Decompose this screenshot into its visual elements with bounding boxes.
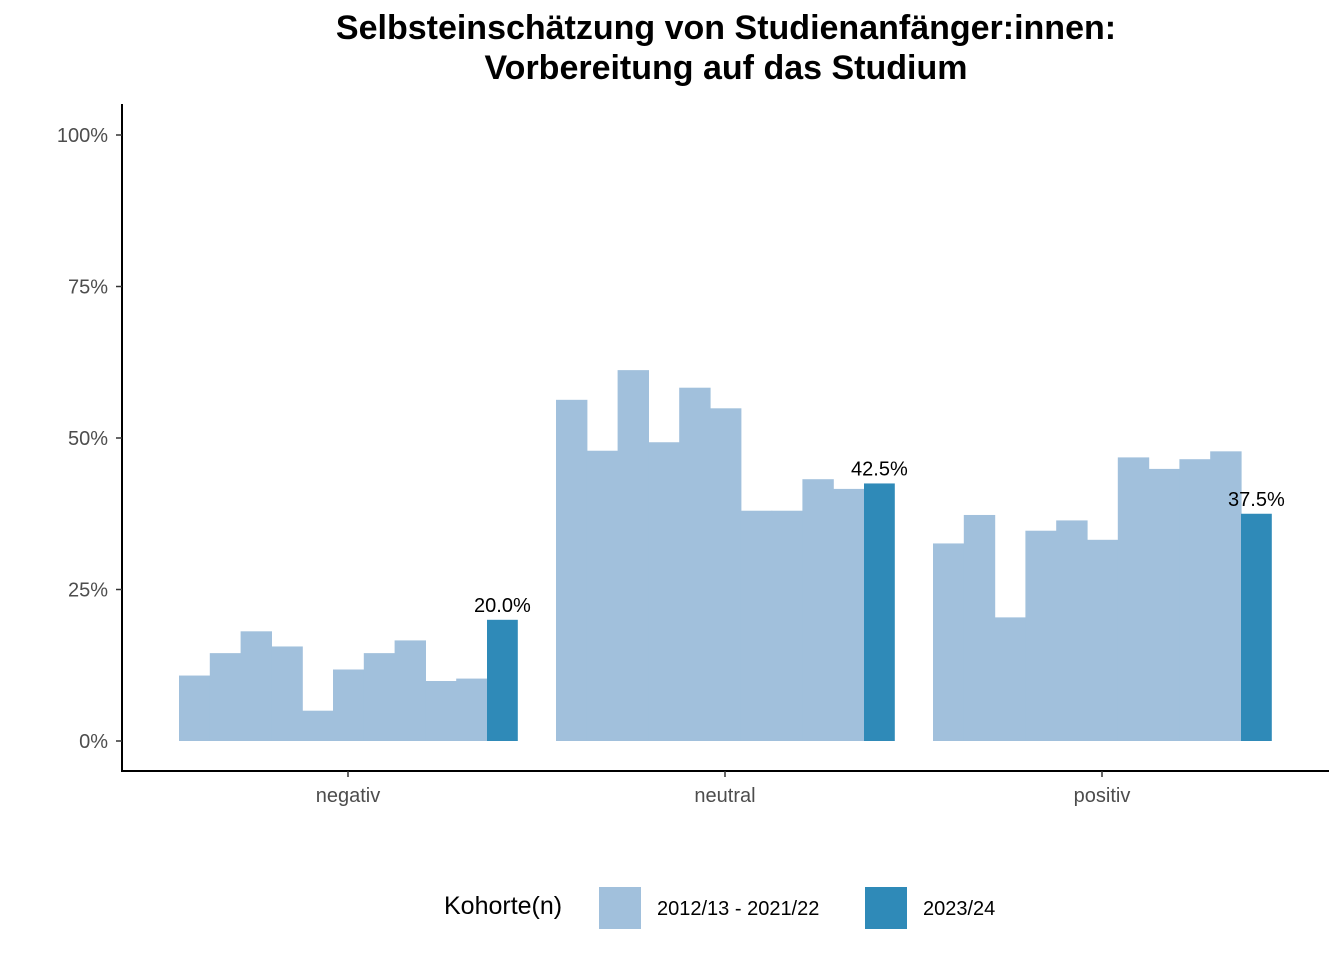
bar-historical [740,510,773,741]
bar-current [864,483,895,741]
legend-label-historical: 2012/13 - 2021/22 [657,898,820,920]
bar-historical [833,488,865,741]
legend-swatch-historical [599,887,641,929]
bar-current [487,619,518,741]
bar-historical [1148,468,1180,741]
bar-historical [363,653,396,741]
bar-historical [710,408,742,741]
bar-historical [1179,459,1211,741]
bar-historical [994,617,1026,741]
x-tick-label: negativ [316,785,381,807]
bar-historical [179,675,211,741]
legend-label-current: 2023/24 [923,898,996,920]
bar-historical [1117,457,1150,741]
bar-historical [586,450,619,741]
bar-historical [271,646,303,741]
bar-historical [679,387,711,741]
legend: Kohorte(n) 2012/13 - 2021/22 2023/24 [0,886,1344,930]
bar-historical [963,514,996,741]
bar-historical [425,681,457,741]
y-tick-label: 50% [68,428,108,450]
bar-historical [802,479,834,741]
bar-historical [617,370,649,741]
bar-historical [209,653,242,741]
x-tick-label: neutral [694,785,755,807]
title-line-1: Selbsteinschätzung von Studienanfänger:i… [335,9,1117,47]
title-line-2: Vorbereitung auf das Studium [484,49,968,87]
bar-historical [1025,530,1057,741]
bar-historical [333,669,365,741]
bar-historical [394,640,426,741]
bar-historical [1056,520,1088,741]
bar-historical [1087,539,1119,741]
chart-title: Selbsteinschätzung von Studienanfänger:i… [0,8,1344,88]
data-label: 42.5% [851,458,908,480]
bar-historical [456,678,488,741]
y-tick-label: 75% [68,277,108,299]
bar-historical [771,510,803,741]
x-tick-label: positiv [1074,785,1131,807]
bar-historical [1210,451,1242,741]
data-label: 37.5% [1228,489,1285,511]
y-tick-label: 100% [57,125,108,147]
legend-title: Kohorte(n) [444,892,563,920]
bar-historical [933,543,965,741]
data-label: 20.0% [474,595,531,617]
bar-historical [556,399,588,741]
bar-historical [648,442,680,741]
bar-historical [240,631,272,741]
y-tick-label: 25% [68,580,108,602]
bar-current [1241,513,1272,741]
legend-swatch-current [865,887,907,929]
bar-historical [302,710,334,741]
y-tick-label: 0% [79,731,108,753]
bar-chart: 0% 25% 50% 75% 100% negativ neutral positiv 20.0… [57,104,1329,807]
